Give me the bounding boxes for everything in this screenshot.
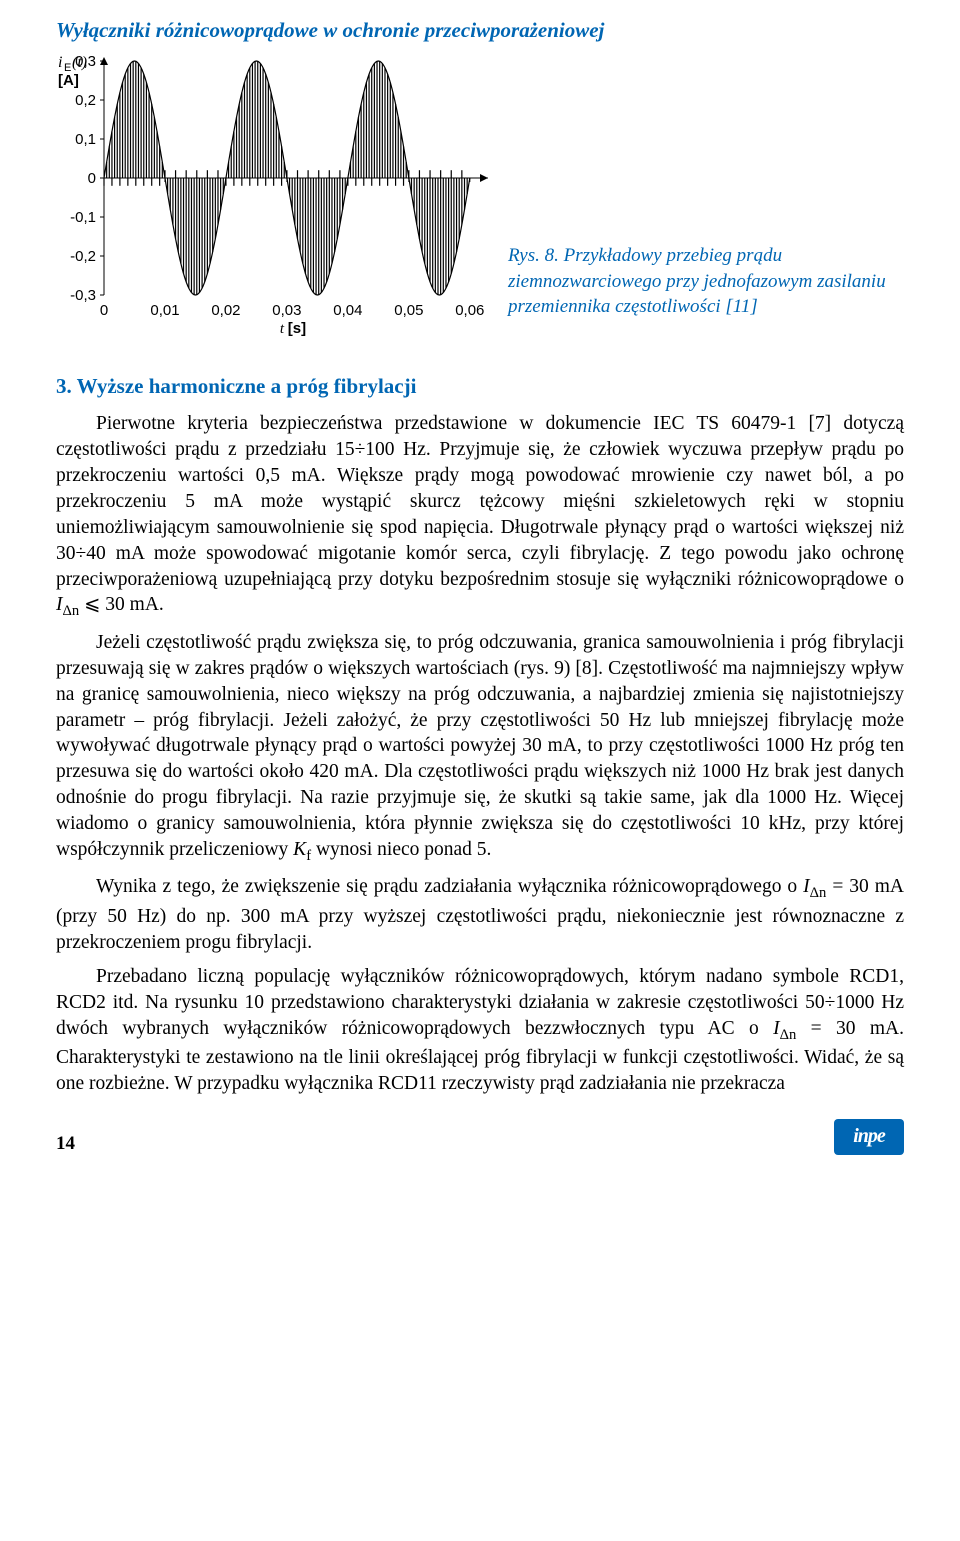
p3-text-a: Wynika z tego, że zwiększenie się prądu … [96, 876, 803, 897]
figure-8-row: iE(t)[A]0,30,20,10-0,1-0,2-0,300,010,020… [56, 53, 904, 348]
paragraph-4: Przebadano liczną populację wyłączników … [56, 964, 904, 1097]
waveform-chart-svg: iE(t)[A]0,30,20,10-0,1-0,2-0,300,010,020… [56, 53, 496, 343]
svg-text:0,3: 0,3 [75, 53, 96, 70]
p1-tail: ⩽ 30 mA. [79, 594, 164, 615]
svg-text:[A]: [A] [58, 72, 79, 89]
paragraph-2: Jeżeli częstotliwość prądu zwiększa się,… [56, 630, 904, 867]
p2-text-a: Jeżeli częstotliwość prądu zwiększa się,… [56, 632, 904, 860]
page-header-title: Wyłączniki różnicowoprądowe w ochronie p… [56, 18, 904, 43]
p1-text: Pierwotne kryteria bezpieczeństwa przeds… [56, 413, 904, 590]
svg-text:0,1: 0,1 [75, 131, 96, 148]
figure-8-chart: iE(t)[A]0,30,20,10-0,1-0,2-0,300,010,020… [56, 53, 496, 348]
svg-text:t [s]: t [s] [280, 320, 306, 337]
figure-caption-text: Przykładowy przebieg prądu ziemnozwarcio… [508, 245, 886, 317]
svg-text:-0,3: -0,3 [70, 287, 96, 304]
svg-text:i: i [58, 54, 62, 71]
section-3-title: 3. Wyższe harmoniczne a próg fibrylacji [56, 374, 904, 399]
svg-text:0,01: 0,01 [150, 302, 179, 319]
svg-text:0,03: 0,03 [272, 302, 301, 319]
p1-subscript: Δn [63, 603, 80, 619]
svg-text:0: 0 [100, 302, 108, 319]
page-footer: 14 inpe [56, 1119, 904, 1155]
figure-caption-prefix: Rys. 8. [508, 245, 564, 266]
p3-subscript: Δn [810, 885, 827, 901]
svg-text:0: 0 [88, 170, 96, 187]
svg-text:0,06: 0,06 [455, 302, 484, 319]
svg-text:0,04: 0,04 [333, 302, 362, 319]
paragraph-3: Wynika z tego, że zwiększenie się prądu … [56, 874, 904, 955]
p2-text-b: wynosi nieco ponad 5. [311, 839, 491, 860]
svg-text:0,2: 0,2 [75, 92, 96, 109]
svg-text:-0,2: -0,2 [70, 248, 96, 265]
paragraph-1: Pierwotne kryteria bezpieczeństwa przeds… [56, 411, 904, 622]
svg-text:-0,1: -0,1 [70, 209, 96, 226]
p2-symbol: K [293, 839, 306, 860]
p4-subscript: Δn [780, 1026, 797, 1042]
svg-text:0,05: 0,05 [394, 302, 423, 319]
publisher-logo: inpe [834, 1119, 904, 1155]
figure-8-caption: Rys. 8. Przykładowy przebieg prądu ziemn… [508, 243, 904, 348]
svg-text:0,02: 0,02 [211, 302, 240, 319]
page-number: 14 [56, 1133, 75, 1155]
